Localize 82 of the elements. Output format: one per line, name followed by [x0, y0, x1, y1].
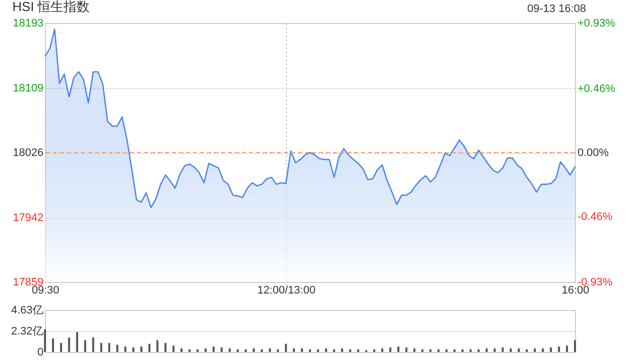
y-tick-label: 4.63亿 — [11, 304, 44, 316]
y-tick-label: 18026 — [12, 147, 44, 159]
chart-title: HSI 恒生指数 — [12, 0, 90, 14]
bar — [462, 349, 464, 352]
bar — [373, 349, 376, 352]
bar — [381, 348, 384, 352]
bar — [478, 349, 480, 352]
bar — [116, 344, 118, 352]
bar — [357, 349, 360, 352]
x-tick-label: 12:00/13:00 — [257, 284, 316, 296]
bar — [502, 347, 504, 352]
bar — [309, 349, 311, 352]
bar — [397, 346, 400, 352]
bar — [196, 349, 199, 352]
bar — [413, 348, 416, 352]
bar — [60, 342, 62, 352]
bar — [566, 346, 568, 352]
y-tick-label: 2.32亿 — [11, 325, 44, 338]
x-tick-label: 09:30 — [32, 284, 60, 296]
bar — [550, 347, 552, 352]
bar — [236, 349, 239, 352]
bar — [212, 346, 215, 352]
y-tick-label: 0 — [37, 346, 44, 358]
bar — [156, 340, 158, 352]
bar — [180, 348, 183, 352]
bar — [268, 348, 271, 352]
bar — [405, 347, 408, 352]
y2-tick-label: 0.00% — [578, 147, 609, 159]
bar — [510, 348, 512, 352]
bar — [68, 337, 70, 352]
bar — [276, 349, 279, 352]
bar — [518, 348, 520, 352]
bar — [148, 344, 150, 352]
bar — [486, 348, 488, 352]
bar — [204, 348, 207, 352]
bar — [421, 349, 424, 352]
bar — [494, 348, 496, 352]
bar — [284, 344, 287, 352]
y-tick-label: 18109 — [12, 82, 44, 95]
bar — [558, 346, 560, 352]
text: 09-13 16:08 — [527, 3, 586, 15]
y2-tick-label: +0.93% — [578, 18, 616, 30]
bar — [437, 349, 440, 352]
bar — [220, 347, 223, 352]
y-tick-label: 18193 — [12, 18, 44, 30]
bar — [333, 349, 336, 352]
bar — [244, 349, 247, 352]
bar — [300, 348, 303, 352]
bar — [446, 349, 448, 352]
bar — [76, 332, 78, 352]
bar — [534, 348, 536, 352]
y2-tick-label: -0.46% — [578, 211, 613, 224]
bar — [574, 340, 576, 352]
bar — [108, 342, 110, 352]
bar — [429, 349, 432, 352]
bar — [228, 348, 231, 352]
bar — [341, 348, 344, 352]
y-tick-label: 17942 — [12, 212, 44, 224]
bar — [164, 342, 166, 352]
bar — [92, 337, 94, 352]
bar — [52, 338, 54, 352]
bar — [454, 349, 456, 352]
bar — [132, 347, 134, 352]
bar — [325, 348, 328, 352]
x-tick-label: 16:00 — [562, 284, 590, 296]
bar — [188, 349, 191, 352]
bar — [389, 347, 392, 352]
bar — [260, 349, 263, 352]
bar — [100, 342, 102, 352]
y2-tick-label: +0.46% — [578, 82, 616, 95]
bar — [124, 346, 126, 352]
bar — [349, 349, 352, 352]
bar — [542, 348, 544, 352]
bar — [84, 340, 86, 352]
bar — [44, 329, 46, 352]
bar — [292, 348, 295, 352]
bar — [140, 346, 142, 352]
bar — [252, 348, 255, 352]
bar — [526, 349, 528, 352]
bar — [470, 349, 472, 352]
bar — [172, 346, 174, 352]
bar — [317, 349, 320, 352]
